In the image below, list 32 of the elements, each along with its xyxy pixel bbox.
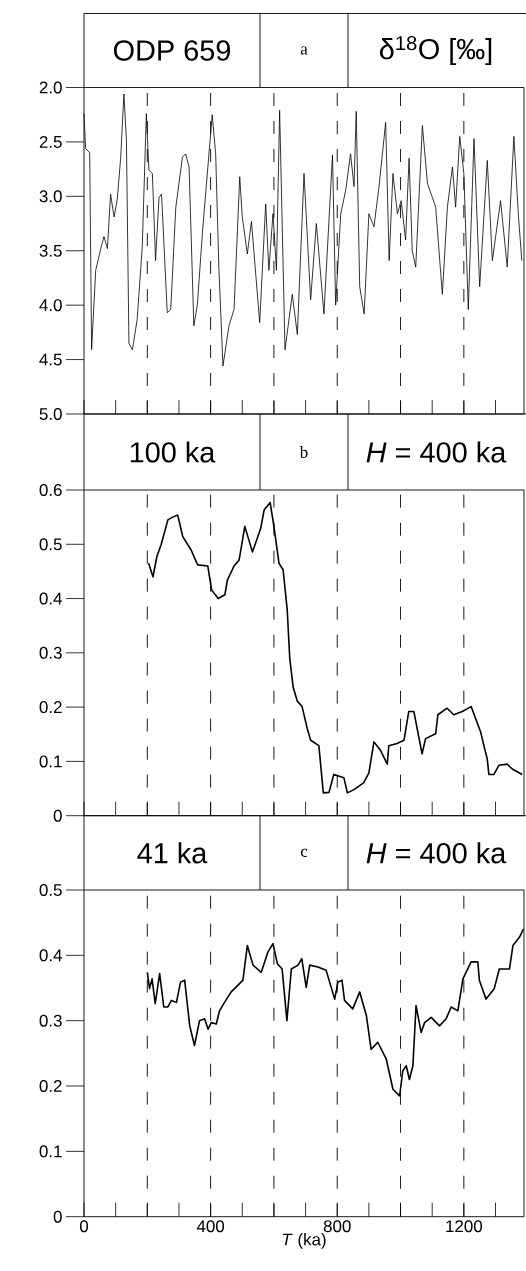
y-tick-label: 0.2: [39, 701, 62, 714]
text: 100 ka: [130, 441, 216, 463]
y-tick-label: 4.0: [39, 299, 62, 312]
text: 41 ka: [137, 842, 208, 864]
y-tick-label: 3.0: [39, 190, 62, 203]
y-tick-label: 0.5: [39, 884, 62, 896]
y-tick-label: 0.3: [39, 646, 62, 659]
y-tick-label: 2.5: [39, 135, 62, 148]
y-tick-label: 3.5: [39, 244, 62, 257]
y-tick-label: 0.5: [39, 538, 62, 551]
y-tick-label: 0: [53, 1210, 62, 1223]
x-tick-label: 400: [196, 1220, 225, 1233]
text: H = 400 ka: [366, 842, 507, 864]
x-axis-title: T (ka): [282, 1233, 326, 1249]
x-tick-label: 0: [79, 1220, 89, 1233]
y-tick-label: 0.1: [39, 755, 62, 768]
y-tick-label: 0.6: [39, 483, 62, 496]
y-tick-label: 5.0: [39, 407, 62, 420]
y-tick-label: 0: [53, 809, 62, 822]
y-tick-label: 4.5: [39, 353, 62, 366]
y-tick-label: 0.4: [39, 592, 62, 605]
text: δ$^{18}$O [‰]: [379, 35, 492, 66]
text: a: [300, 46, 308, 55]
y-tick-label: 0.1: [39, 1145, 62, 1158]
y-tick-label: 2.0: [39, 81, 62, 94]
y-tick-label: 0.2: [39, 1080, 62, 1093]
x-tick-label: 1200: [446, 1220, 483, 1233]
text: ODP 659: [113, 40, 231, 61]
y-tick-label: 0.4: [39, 949, 62, 962]
y-tick-label: 0.3: [39, 1014, 62, 1027]
x-tick-label: 800: [323, 1220, 351, 1233]
text: H = 400 ka: [366, 441, 507, 463]
